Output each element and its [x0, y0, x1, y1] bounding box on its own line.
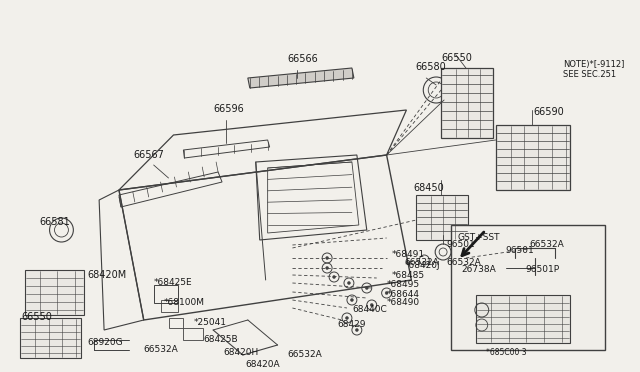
Text: 68420M: 68420M [87, 270, 127, 280]
Text: 26738A: 26738A [461, 265, 496, 274]
Text: 66532A: 66532A [446, 258, 481, 267]
Text: SEE SEC.251: SEE SEC.251 [563, 70, 616, 79]
Text: 68920G: 68920G [87, 338, 123, 347]
Bar [168, 318, 184, 328]
Text: *68420J: *68420J [404, 261, 440, 270]
Text: 66596: 66596 [213, 104, 244, 114]
Bar [25, 270, 84, 315]
Text: 66550: 66550 [22, 312, 52, 322]
Text: *68100M: *68100M [164, 298, 205, 307]
Text: 66590: 66590 [533, 107, 564, 117]
Circle shape [385, 292, 388, 295]
Polygon shape [248, 68, 354, 88]
Text: 66567: 66567 [134, 150, 164, 160]
Text: 66532A: 66532A [287, 350, 322, 359]
Bar [184, 328, 204, 340]
Bar [154, 285, 179, 303]
Circle shape [365, 286, 368, 289]
Bar [495, 125, 570, 190]
Text: 68429: 68429 [337, 320, 365, 329]
Bar [476, 295, 570, 343]
Text: 68420H: 68420H [223, 348, 259, 357]
Circle shape [333, 276, 335, 279]
Bar [441, 68, 493, 138]
Text: 66532A: 66532A [144, 345, 179, 354]
Circle shape [326, 266, 328, 269]
Text: 66566: 66566 [287, 54, 318, 64]
Text: *68495: *68495 [387, 280, 420, 289]
Text: 96501P: 96501P [525, 265, 559, 274]
Text: 96501: 96501 [446, 240, 475, 249]
Text: 68420A: 68420A [246, 360, 280, 369]
Circle shape [346, 317, 348, 320]
Text: 66532A: 66532A [529, 240, 564, 249]
Text: *68490: *68490 [387, 298, 420, 307]
Circle shape [351, 298, 353, 301]
Text: NOTE)*[-9112]: NOTE)*[-9112] [563, 60, 625, 69]
Text: *68425E: *68425E [154, 278, 192, 287]
Text: 66581: 66581 [40, 217, 70, 227]
Bar [161, 300, 179, 312]
Circle shape [348, 282, 351, 285]
Text: 66550: 66550 [441, 53, 472, 63]
Text: 66532A: 66532A [404, 258, 439, 267]
Bar [417, 195, 468, 240]
Text: 68440C: 68440C [352, 305, 387, 314]
Text: *25041: *25041 [193, 318, 227, 327]
Text: *68644: *68644 [387, 290, 420, 299]
Circle shape [326, 257, 328, 260]
Circle shape [371, 304, 373, 307]
Text: 68450: 68450 [413, 183, 444, 193]
Text: *685C00 3: *685C00 3 [486, 348, 526, 357]
Text: GST+SST: GST+SST [458, 233, 500, 242]
Text: 68425B: 68425B [204, 335, 238, 344]
Bar [451, 225, 605, 350]
Text: *68491: *68491 [392, 250, 425, 259]
Text: 96501: 96501 [506, 246, 534, 255]
Text: 66580: 66580 [415, 62, 446, 72]
Text: *68485: *68485 [392, 271, 425, 280]
Circle shape [355, 328, 358, 331]
Bar [20, 318, 81, 358]
